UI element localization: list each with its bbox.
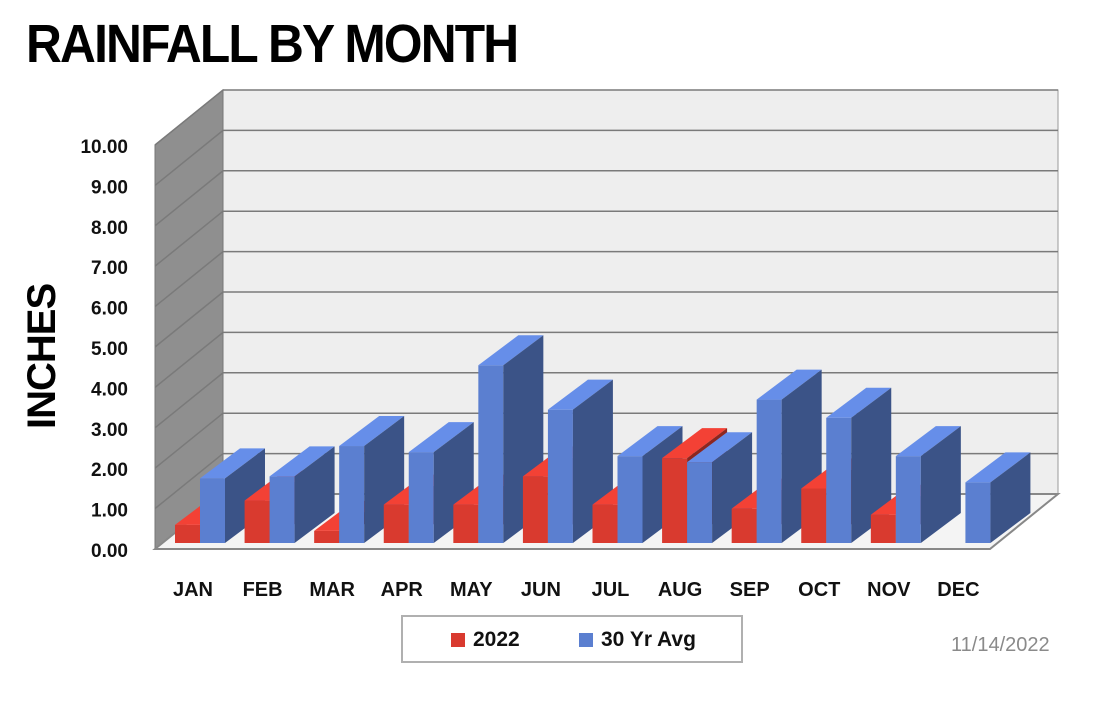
bar-avg-jan-front	[200, 478, 225, 543]
x-tick-label: OCT	[798, 579, 840, 601]
gridline	[154, 89, 1058, 146]
bar-2022-jul-front	[592, 504, 618, 543]
bar-avg-feb-front	[269, 476, 295, 543]
legend-label-avg: 30 Yr Avg	[601, 628, 696, 651]
y-tick-label: 7.00	[91, 258, 128, 279]
bar-2022-sep-front	[731, 508, 757, 543]
bar-avg-jun-front	[547, 409, 573, 543]
bar-avg-feb-top	[269, 446, 335, 477]
legend-item-2022: 2022	[451, 627, 520, 653]
bar-avg-jan-top	[200, 448, 265, 479]
bar-avg-sep-top	[756, 369, 822, 400]
bar-avg-nov	[895, 426, 961, 543]
bar-2022-oct-front	[801, 488, 827, 543]
x-tick-label: SEP	[730, 579, 770, 601]
bar-2022-nov-front	[870, 514, 896, 543]
bar-avg-dec-top	[965, 452, 1031, 483]
bar-avg-aug-top	[687, 432, 753, 463]
x-tick-label: AUG	[658, 579, 702, 601]
legend: 2022 30 Yr Avg	[401, 615, 743, 663]
bar-2022-may-front	[453, 504, 479, 543]
bar-avg-mar-top	[339, 416, 405, 447]
bar-avg-may-top	[478, 335, 544, 366]
y-tick-label: 2.00	[91, 460, 128, 481]
bar-avg-dec-side	[990, 452, 1031, 543]
bar-avg-oct	[826, 387, 892, 543]
legend-swatch-2022	[451, 633, 465, 647]
bar-avg-oct-front	[826, 417, 852, 543]
bar-2022-jun-front	[522, 476, 548, 543]
bar-avg-jun-top	[547, 379, 613, 410]
date-stamp: 11/14/2022	[951, 634, 1050, 656]
gridline	[154, 250, 1058, 308]
bar-avg-sep	[756, 369, 822, 543]
gridline	[154, 170, 1058, 227]
gridline	[154, 210, 1058, 267]
y-tick-label: 9.00	[91, 177, 128, 198]
bar-2022-aug-front	[662, 458, 688, 543]
bar-avg-oct-side	[851, 387, 892, 543]
y-tick-label: 8.00	[91, 218, 128, 239]
bar-avg-apr-top	[408, 422, 474, 453]
bar-avg-nov-side	[920, 426, 961, 543]
x-tick-label: MAY	[450, 579, 493, 601]
gridline	[154, 291, 1058, 348]
bar-2022-feb-front	[244, 500, 270, 543]
y-tick-label: 5.00	[91, 339, 128, 360]
bar-avg-nov-top	[895, 426, 961, 457]
bar-2022-apr-front	[383, 504, 409, 543]
bar-avg-nov-front	[895, 456, 921, 543]
x-tick-label: JUN	[521, 579, 561, 601]
y-tick-label: 3.00	[91, 420, 128, 441]
bar-avg-dec-front	[965, 482, 991, 543]
x-tick-label: JAN	[173, 579, 213, 601]
x-tick-label: JUL	[592, 579, 630, 601]
bar-avg-mar	[339, 416, 405, 543]
x-tick-label: MAR	[309, 579, 355, 601]
bar-2022-aug-top	[662, 428, 728, 459]
y-tick-label: 4.00	[91, 379, 128, 400]
bar-avg-dec	[965, 452, 1031, 543]
bar-avg-jul-front	[617, 456, 643, 543]
gridline	[154, 372, 1058, 429]
bar-avg-sep-front	[756, 399, 782, 543]
bar-avg-jul-top	[617, 426, 683, 457]
x-tick-label: NOV	[867, 579, 911, 601]
bars	[175, 335, 1031, 543]
y-axis-label: INCHES	[20, 283, 64, 429]
y-tick-label: 0.00	[91, 541, 128, 562]
gridline	[154, 331, 1058, 388]
bar-avg-aug-front	[687, 462, 713, 543]
bar-avg-feb	[269, 446, 335, 543]
bar-avg-oct-top	[826, 387, 892, 418]
y-tick-label: 6.00	[91, 299, 128, 320]
y-tick-labels: 0.00 1.00 2.00 3.00 4.00 5.00 6.00 7.00 8.00 9.00…	[80, 137, 128, 562]
y-tick-label: 10.00	[80, 137, 128, 158]
bar-2022-mar-front	[314, 530, 340, 543]
bar-avg-may-front	[478, 365, 504, 543]
bar-avg-feb-side	[294, 446, 335, 543]
legend-label-2022: 2022	[473, 628, 520, 651]
legend-swatch-avg	[579, 633, 593, 647]
x-tick-label: FEB	[243, 579, 283, 601]
x-tick-labels: JAN FEB MAR APR MAY JUN JUL AUG SEP OCT NOV DEC	[173, 579, 980, 601]
gridline	[154, 129, 1058, 186]
x-tick-label: APR	[381, 579, 424, 601]
bar-2022-jan-front	[175, 524, 200, 543]
x-tick-label: DEC	[937, 579, 979, 601]
y-tick-label: 1.00	[91, 501, 128, 522]
bar-avg-apr-front	[408, 452, 434, 543]
legend-item-avg: 30 Yr Avg	[579, 627, 696, 653]
chart-title: RAINFALL BY MONTH	[26, 14, 519, 74]
bar-avg-mar-front	[339, 446, 365, 543]
